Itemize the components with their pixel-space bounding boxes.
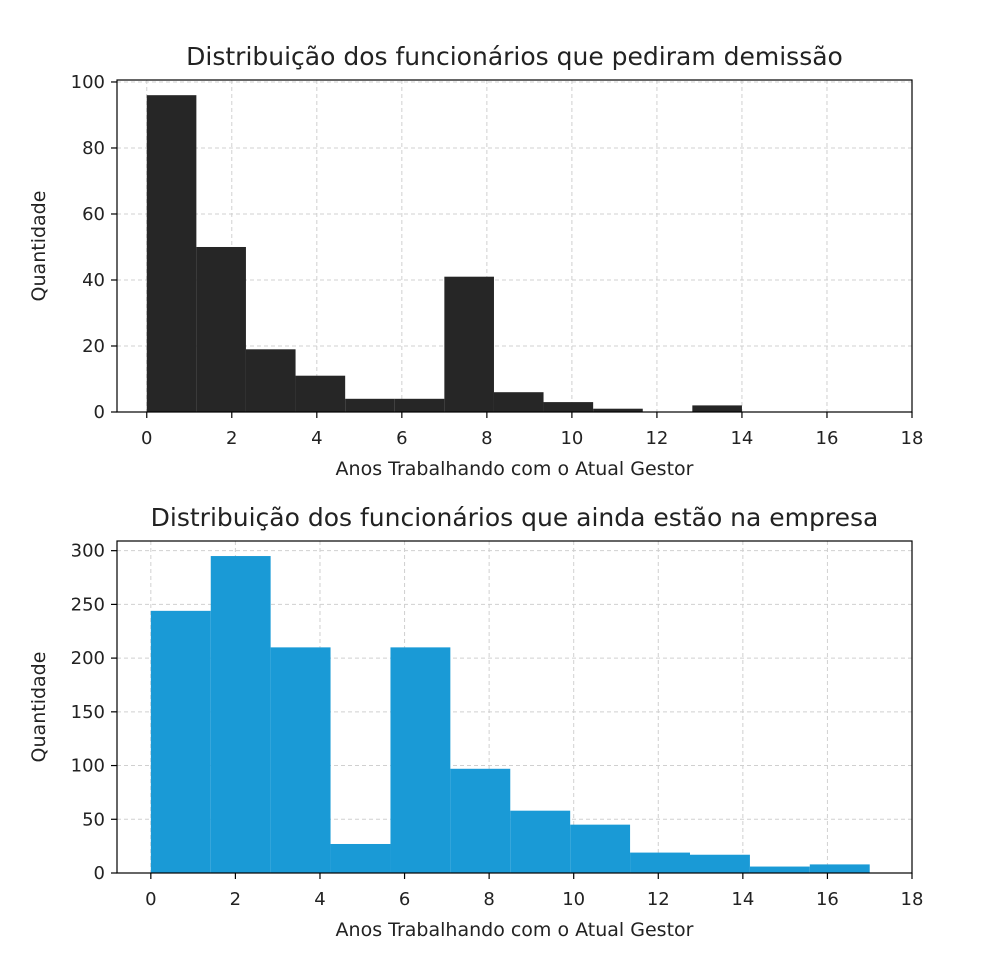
histogram-bar <box>196 246 246 412</box>
histogram-bar <box>270 647 331 873</box>
histogram-bar <box>689 854 750 873</box>
y-tick-label: 80 <box>82 138 105 159</box>
histogram-bar <box>390 647 451 873</box>
histogram-bar <box>245 349 296 412</box>
histogram-bar <box>510 810 571 873</box>
y-axis-label: Quantidade <box>28 652 50 763</box>
x-tick-label: 16 <box>816 428 839 449</box>
y-tick-label: 150 <box>71 702 105 723</box>
chart-panel-1: 0 2 4 6 8 10 12 14 16 18 0 20 40 60 80 100 Distribuição … <box>28 42 923 480</box>
x-tick-label: 10 <box>560 428 583 449</box>
x-tick-label: 10 <box>562 889 585 910</box>
histogram-bar <box>150 610 211 873</box>
histogram-bar <box>444 276 494 412</box>
chart-panel-2: 0 2 4 6 8 10 12 14 16 18 0 50 100 150 200 250 300 Distrib… <box>28 503 923 941</box>
x-tick-label: 2 <box>226 428 237 449</box>
histogram-bar <box>210 556 271 873</box>
histogram-bar <box>330 843 391 873</box>
x-tick-label: 18 <box>901 889 924 910</box>
x-tick-label: 12 <box>647 889 670 910</box>
y-tick-label: 0 <box>94 402 105 423</box>
y-tick-label: 20 <box>82 336 105 357</box>
y-tick-label: 250 <box>71 594 105 615</box>
y-tick-label: 100 <box>71 72 105 93</box>
x-tick-label: 18 <box>901 428 924 449</box>
x-tick-label: 4 <box>311 428 322 449</box>
x-tick-label: 8 <box>483 889 494 910</box>
x-tick-label: 14 <box>731 889 754 910</box>
histogram-bar <box>809 864 870 873</box>
plot-frame <box>116 540 913 874</box>
histogram-bar <box>493 392 544 412</box>
y-tick-label: 60 <box>82 204 105 225</box>
histogram-bar <box>394 398 445 412</box>
y-tick-label: 200 <box>71 648 105 669</box>
y-tick-label: 50 <box>82 809 105 830</box>
y-tick-label: 300 <box>71 541 105 562</box>
x-tick-label: 8 <box>481 428 492 449</box>
histogram-bar <box>146 95 197 413</box>
histogram-bar <box>749 866 810 873</box>
x-tick-label: 0 <box>145 889 156 910</box>
x-tick-label: 4 <box>314 889 325 910</box>
histogram-bar <box>630 852 690 873</box>
x-axis-label: Anos Trabalhando com o Atual Gestor <box>336 919 694 941</box>
plot-frame <box>116 79 913 413</box>
x-tick-label: 2 <box>230 889 241 910</box>
histogram-bar <box>450 768 511 873</box>
chart-title: Distribuição dos funcionários que pedira… <box>186 42 843 71</box>
y-tick-label: 40 <box>82 270 105 291</box>
y-tick-label: 100 <box>71 756 105 777</box>
x-tick-label: 0 <box>141 428 152 449</box>
x-tick-label: 12 <box>645 428 668 449</box>
x-tick-label: 14 <box>730 428 753 449</box>
y-axis-label: Quantidade <box>28 191 50 302</box>
histogram-bar <box>295 375 346 412</box>
histogram-bar <box>692 405 742 412</box>
histogram-bar <box>543 402 594 412</box>
histogram-bar <box>345 398 395 412</box>
y-tick-label: 0 <box>94 863 105 884</box>
histogram-bar <box>593 408 643 412</box>
chart-title: Distribuição dos funcionários que ainda … <box>151 503 879 532</box>
histogram-bar <box>570 824 631 873</box>
x-tick-label: 16 <box>816 889 839 910</box>
x-tick-label: 6 <box>396 428 407 449</box>
x-tick-label: 6 <box>399 889 410 910</box>
x-axis-label: Anos Trabalhando com o Atual Gestor <box>336 458 694 480</box>
